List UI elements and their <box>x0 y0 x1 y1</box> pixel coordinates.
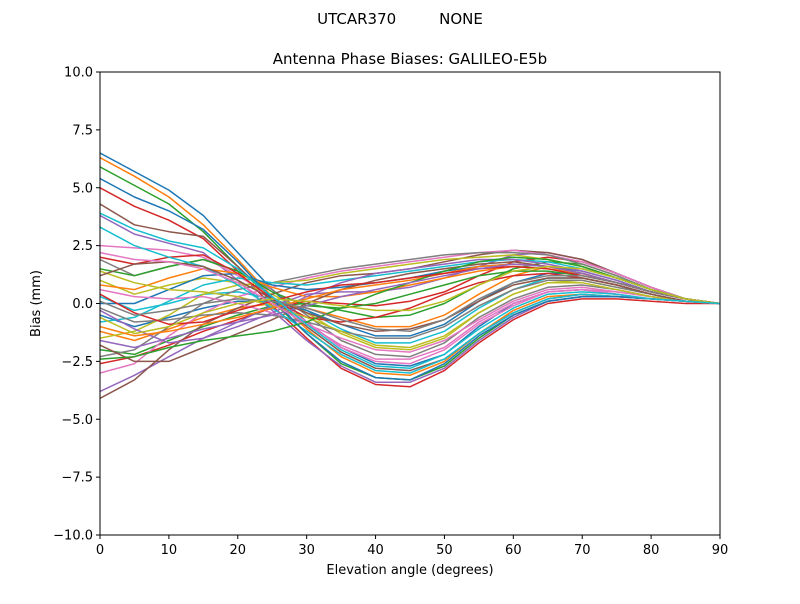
plot-area <box>100 72 720 535</box>
plot-frame <box>99 71 721 536</box>
x-tick-label: 90 <box>712 543 729 558</box>
series-line <box>100 258 720 344</box>
x-tick-label: 40 <box>367 543 384 558</box>
y-tick-label: −5.0 <box>61 413 93 428</box>
x-tick-label: 80 <box>643 543 660 558</box>
y-axis-label: Bias (mm) <box>29 270 44 337</box>
figure-suptitle: UTCAR370 NONE <box>317 10 483 28</box>
y-tick-label: −2.5 <box>61 355 93 370</box>
y-tick-label: −7.5 <box>61 471 93 486</box>
x-axis-label: Elevation angle (degrees) <box>326 563 493 578</box>
series-line <box>100 187 720 388</box>
y-tick-label: 2.5 <box>72 239 93 254</box>
x-axis-ticks: 0 10 20 30 40 50 60 70 80 90 <box>96 535 728 558</box>
chart-title: Antenna Phase Biases: GALILEO-E5b <box>273 50 547 68</box>
y-tick-label: −10.0 <box>53 529 93 544</box>
x-tick-label: 0 <box>96 543 104 558</box>
x-tick-label: 60 <box>505 543 522 558</box>
y-tick-label: 5.0 <box>72 181 93 196</box>
x-tick-label: 20 <box>230 543 247 558</box>
series-line <box>100 279 720 339</box>
series-line <box>100 177 720 381</box>
series-line <box>100 261 720 333</box>
series-line <box>100 286 720 353</box>
x-tick-label: 50 <box>436 543 453 558</box>
series-lines <box>100 152 720 400</box>
series-line <box>100 274 720 333</box>
series-line <box>100 265 720 335</box>
y-tick-label: 0.0 <box>72 297 93 312</box>
y-tick-label: 10.0 <box>64 66 93 81</box>
series-line <box>100 212 720 370</box>
y-tick-label: 7.5 <box>72 123 93 138</box>
x-tick-label: 30 <box>298 543 315 558</box>
x-tick-label: 70 <box>574 543 591 558</box>
x-tick-label: 10 <box>161 543 178 558</box>
series-line <box>100 270 720 349</box>
y-axis-ticks: −10.0 −7.5 −5.0 −2.5 0.0 2.5 5.0 7.5 10.0 <box>53 66 100 544</box>
